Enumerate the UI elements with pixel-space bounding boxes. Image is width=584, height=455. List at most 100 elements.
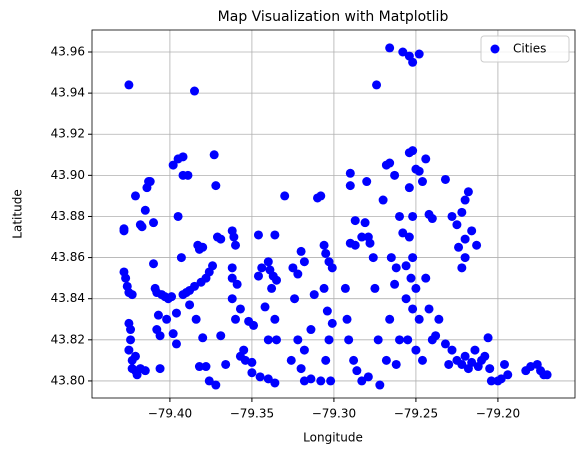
point <box>398 228 408 238</box>
point <box>327 318 337 328</box>
point <box>280 191 290 201</box>
legend-label: Cities <box>513 42 546 56</box>
point <box>130 351 140 361</box>
point <box>168 160 178 170</box>
point <box>198 242 208 252</box>
point <box>457 359 467 369</box>
point <box>480 351 490 361</box>
point <box>457 263 467 273</box>
point <box>324 335 334 345</box>
x-tick-label: −79.25 <box>394 407 438 421</box>
point <box>403 335 413 345</box>
point <box>204 376 214 386</box>
point <box>460 195 470 205</box>
point <box>483 333 493 343</box>
point <box>390 279 400 289</box>
point <box>168 329 178 339</box>
point <box>440 339 450 349</box>
point <box>344 335 354 345</box>
y-tick-label: 43.80 <box>51 373 85 387</box>
point <box>249 320 259 330</box>
point <box>319 283 329 293</box>
point <box>408 57 418 67</box>
point <box>414 49 424 59</box>
point <box>395 335 405 345</box>
point <box>232 279 242 289</box>
point <box>227 263 237 273</box>
point <box>357 232 367 242</box>
point <box>322 306 332 316</box>
point <box>263 374 273 384</box>
point <box>363 372 373 382</box>
point <box>404 232 414 242</box>
x-tick-label: −79.40 <box>148 407 192 421</box>
point <box>398 47 408 57</box>
point <box>198 333 208 343</box>
point <box>408 304 418 314</box>
point <box>460 234 470 244</box>
point <box>137 222 147 232</box>
point <box>440 174 450 184</box>
point <box>460 253 470 263</box>
point <box>239 345 249 355</box>
point <box>503 370 513 380</box>
y-tick-label: 43.94 <box>51 86 85 100</box>
point <box>121 273 131 283</box>
point <box>417 355 427 365</box>
point <box>327 263 337 273</box>
chart-title: Map Visualization with Matplotlib <box>218 9 449 25</box>
point <box>496 374 506 384</box>
point <box>309 290 319 300</box>
point <box>229 232 239 242</box>
point <box>362 177 372 187</box>
point <box>391 359 401 369</box>
y-axis-label: Latitude <box>11 189 25 238</box>
point <box>253 230 263 240</box>
point <box>272 335 282 345</box>
point <box>417 177 427 187</box>
point <box>357 376 367 386</box>
point <box>472 240 482 250</box>
point <box>263 257 273 267</box>
point <box>167 292 177 302</box>
y-tick-label: 43.86 <box>51 250 85 264</box>
point <box>316 376 326 386</box>
point <box>190 281 200 291</box>
point <box>467 226 477 236</box>
point <box>260 302 270 312</box>
point <box>149 259 159 269</box>
point <box>321 355 331 365</box>
point <box>155 364 165 374</box>
point <box>270 314 280 324</box>
point <box>421 273 431 283</box>
y-tick-label: 43.88 <box>51 209 85 223</box>
point <box>293 335 303 345</box>
point <box>463 187 473 197</box>
point <box>486 376 496 386</box>
point <box>349 355 359 365</box>
point <box>293 269 303 279</box>
point <box>267 283 277 293</box>
point <box>381 355 391 365</box>
x-tick-label: −79.30 <box>312 407 356 421</box>
point <box>542 370 552 380</box>
point <box>457 207 467 217</box>
point <box>408 253 418 263</box>
point <box>296 364 306 374</box>
point <box>340 283 350 293</box>
point <box>414 314 424 324</box>
point <box>185 300 195 310</box>
point <box>130 191 140 201</box>
point <box>231 314 241 324</box>
point <box>247 368 257 378</box>
point <box>176 253 186 263</box>
point <box>171 308 181 318</box>
point <box>149 218 159 228</box>
point <box>124 345 134 355</box>
point <box>191 314 201 324</box>
point <box>352 366 362 376</box>
point <box>306 325 316 335</box>
plot-frame <box>91 29 576 399</box>
point <box>368 253 378 263</box>
point <box>434 314 444 324</box>
